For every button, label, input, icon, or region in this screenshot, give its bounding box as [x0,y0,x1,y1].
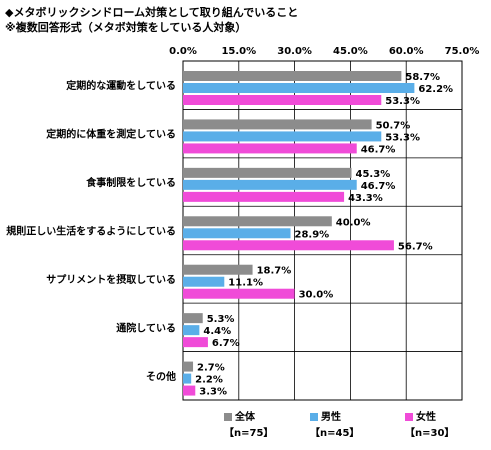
bar-male [183,131,382,142]
legend-swatch-female [405,413,413,421]
bar-all [183,71,402,81]
bar-female [183,240,394,251]
chart-title: ◆メタボリックシンドローム対策として取り組んでいること [5,6,299,19]
legend-swatch-all [224,413,232,421]
legend-item-all: 全体 [224,408,255,423]
bar-all [183,313,203,324]
legend-swatch-male [310,413,318,421]
legend-n-female: 【n=30】 [405,428,455,439]
data-label-female: 6.7% [212,338,240,349]
data-label-female: 43.3% [348,193,383,204]
x-tick-label: 0.0% [169,46,197,57]
data-label-male: 2.2% [195,375,223,386]
legend-n-male: 【n=45】 [310,428,360,439]
data-label-all: 45.3% [356,169,391,180]
bar-all [183,361,194,372]
bar-all [183,119,372,130]
category-label: その他 [146,370,176,383]
category-label: 定期的な運動をしている [66,79,176,92]
data-label-female: 46.7% [361,144,396,155]
bar-male [183,325,200,336]
data-label-male: 28.9% [295,229,330,240]
data-label-female: 30.0% [299,290,334,301]
bar-female [183,95,382,105]
legend-item-male: 男性 [310,408,341,423]
bar-female [183,288,295,299]
data-label-all: 58.7% [405,72,440,83]
legend-item-female: 女性 [405,408,436,423]
legend-label-male: 男性 [321,412,341,423]
x-tick-label: 75.0% [445,46,480,57]
bar-female [183,385,196,396]
data-label-all: 40.0% [336,217,371,228]
x-tick-label: 30.0% [277,46,312,57]
data-label-all: 5.3% [207,314,235,325]
bar-male [183,373,192,384]
legend-label-female: 女性 [416,412,436,423]
x-tick-label: 45.0% [333,46,368,57]
data-label-all: 2.7% [197,363,225,374]
data-label-male: 53.3% [385,132,420,143]
data-label-female: 53.3% [385,96,420,107]
data-label-all: 50.7% [376,120,411,131]
bar-male [183,276,225,287]
data-label-female: 56.7% [398,241,433,252]
chart-subtitle: ※複数回答形式（メタボ対策をしている人対象） [5,21,247,34]
bar-all [183,216,332,227]
bar-all [183,167,352,178]
data-label-male: 4.4% [203,326,231,337]
data-label-all: 18.7% [257,266,292,277]
data-label-female: 3.3% [199,387,227,398]
data-label-male: 46.7% [361,181,396,192]
bar-female [183,191,345,202]
legend-n-all: 【n=75】 [224,428,274,439]
data-label-male: 62.2% [418,84,453,95]
bar-male [183,179,357,190]
x-tick-label: 15.0% [221,46,256,57]
legend-label-all: 全体 [235,412,255,423]
data-label-male: 11.1% [228,278,263,289]
category-label: サプリメントを摂取している [46,273,176,286]
category-label: 規則正しい生活をするようにしている [6,225,176,238]
bar-male [183,83,415,93]
category-label: 食事制限をしている [85,176,176,189]
category-label: 通院している [116,321,176,334]
category-label: 定期的に体重を測定している [46,128,176,141]
bar-female [183,337,208,348]
bar-female [183,143,357,154]
bar-all [183,264,253,275]
bar-male [183,228,291,239]
x-tick-label: 60.0% [389,46,424,57]
